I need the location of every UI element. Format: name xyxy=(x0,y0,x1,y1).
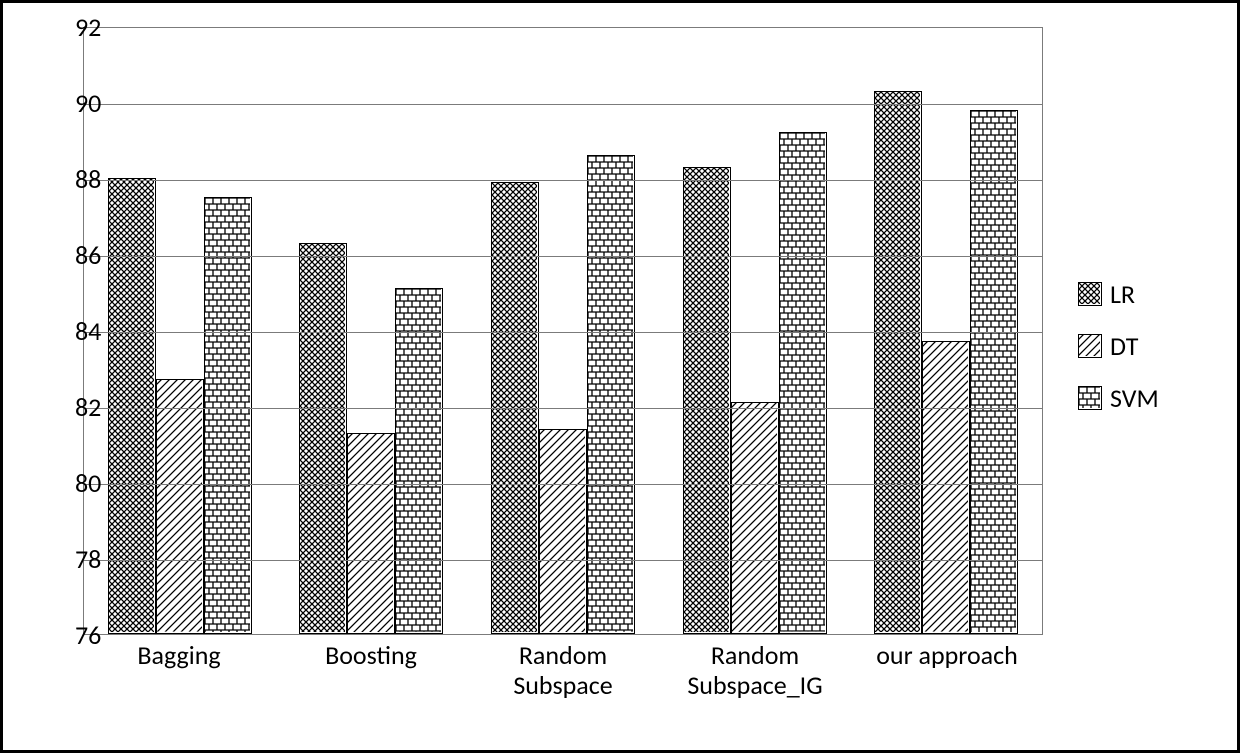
x-tick-label: Boosting xyxy=(275,635,467,701)
gridline xyxy=(84,104,1042,105)
x-axis-labels: BaggingBoostingRandomSubspaceRandomSubsp… xyxy=(83,635,1043,701)
y-tick-label: 80 xyxy=(75,467,83,499)
legend-label: DT xyxy=(1110,330,1138,362)
y-tick-label: 88 xyxy=(75,163,83,195)
gridline xyxy=(84,484,1042,485)
x-tick-label: RandomSubspace_IG xyxy=(659,635,851,701)
gridline xyxy=(84,560,1042,561)
plot-area xyxy=(83,27,1043,635)
x-tick-label: our approach xyxy=(851,635,1043,701)
bar xyxy=(347,433,395,634)
gridline xyxy=(84,332,1042,333)
bar xyxy=(779,132,827,634)
legend-swatch xyxy=(1078,386,1102,410)
gridline xyxy=(84,180,1042,181)
legend-label: SVM xyxy=(1110,382,1159,414)
bar-group xyxy=(276,28,468,634)
bar xyxy=(108,178,156,634)
legend-item: SVM xyxy=(1078,382,1159,414)
legend-label: LR xyxy=(1110,278,1135,310)
bar xyxy=(874,91,922,634)
legend-item: DT xyxy=(1078,330,1159,362)
bar xyxy=(395,288,443,634)
y-tick-label: 84 xyxy=(75,315,83,347)
y-tick-label: 90 xyxy=(75,87,83,119)
bar xyxy=(922,341,970,634)
x-tick-label: Bagging xyxy=(83,635,275,701)
bar xyxy=(970,110,1018,634)
bar xyxy=(204,197,252,634)
bar-group xyxy=(84,28,276,634)
bar-group xyxy=(467,28,659,634)
gridline xyxy=(84,256,1042,257)
x-tick-label: RandomSubspace xyxy=(467,635,659,701)
bar-group xyxy=(850,28,1042,634)
bar xyxy=(587,155,635,634)
bar xyxy=(731,402,779,634)
bar xyxy=(156,379,204,634)
y-tick-label: 78 xyxy=(75,543,83,575)
legend-swatch xyxy=(1078,282,1102,306)
bar xyxy=(683,167,731,634)
bar-group xyxy=(659,28,851,634)
y-tick-label: 86 xyxy=(75,239,83,271)
y-tick-label: 92 xyxy=(75,11,83,43)
chart-frame: BaggingBoostingRandomSubspaceRandomSubsp… xyxy=(0,0,1240,753)
bar xyxy=(299,243,347,634)
gridline xyxy=(84,408,1042,409)
legend-item: LR xyxy=(1078,278,1159,310)
y-tick-label: 76 xyxy=(75,619,83,651)
legend: LR DT SVM xyxy=(1078,278,1159,414)
bars-container xyxy=(84,28,1042,634)
y-tick-label: 82 xyxy=(75,391,83,423)
bar xyxy=(539,429,587,634)
legend-swatch xyxy=(1078,334,1102,358)
